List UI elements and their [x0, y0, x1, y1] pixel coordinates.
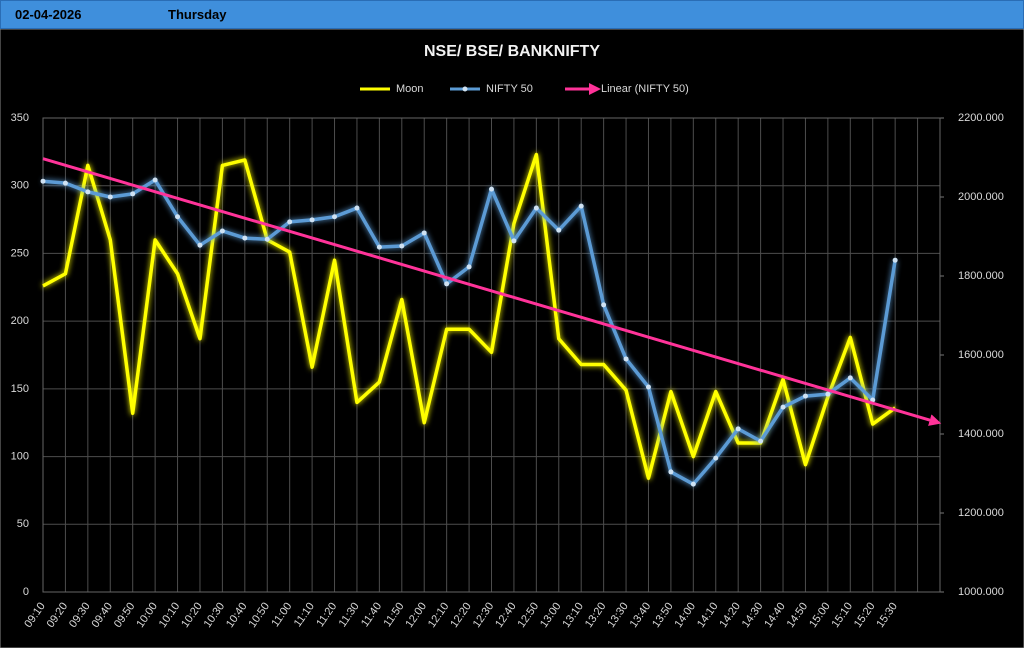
y2-tick-label: 1400.000 — [958, 428, 1004, 440]
marker — [847, 375, 853, 381]
chart: NSE/ BSE/ BANKNIFTY 0 50 100 150 200 250 300 35… — [0, 29, 1024, 648]
marker — [735, 426, 741, 432]
marker — [802, 393, 808, 399]
marker — [892, 257, 898, 263]
y-tick-label: 300 — [11, 180, 29, 192]
y2-tick-label: 2000.000 — [958, 191, 1004, 203]
day: Thursday — [168, 7, 227, 22]
marker — [870, 397, 876, 403]
series-line — [42, 152, 897, 480]
y-tick-label: 200 — [11, 315, 29, 327]
marker — [130, 191, 136, 197]
marker — [62, 180, 68, 186]
chart-title: NSE/ BSE/ BANKNIFTY — [424, 43, 600, 60]
date: 02-04-2026 — [15, 7, 82, 22]
marker — [175, 214, 181, 220]
marker — [354, 205, 360, 211]
marker — [489, 186, 494, 192]
marker — [421, 230, 427, 236]
marker — [264, 236, 270, 242]
marker — [332, 214, 338, 220]
marker — [309, 217, 315, 223]
y-tick-label: 350 — [11, 112, 29, 124]
marker — [40, 178, 46, 184]
y-tick-label: 100 — [11, 450, 29, 462]
marker — [601, 302, 607, 308]
marker — [242, 235, 248, 241]
y2-tick-label: 1600.000 — [958, 349, 1004, 361]
header-bar: 02-04-2026 Thursday — [0, 0, 1024, 29]
legend-label: NIFTY 50 — [486, 83, 533, 95]
y2-tick-label: 2200.000 — [958, 112, 1004, 124]
chart-area — [0, 29, 1024, 648]
marker — [780, 404, 786, 410]
marker — [152, 177, 158, 183]
trendline — [42, 157, 942, 426]
marker — [825, 391, 831, 397]
legend-label: Moon — [396, 83, 424, 95]
marker — [690, 481, 696, 487]
marker — [623, 356, 629, 362]
marker — [578, 203, 584, 209]
marker — [758, 438, 764, 444]
plot-border — [42, 117, 941, 593]
legend-label: Linear (NIFTY 50) — [601, 83, 689, 95]
marker — [533, 205, 539, 211]
marker — [668, 469, 674, 475]
marker — [107, 194, 113, 200]
marker — [376, 244, 382, 250]
marker — [511, 238, 517, 244]
marker — [219, 228, 225, 234]
marker — [713, 455, 719, 461]
y-tick-label: 250 — [11, 247, 29, 259]
legend-marker — [462, 86, 468, 92]
y2-tick-label: 1800.000 — [958, 270, 1004, 282]
marker — [85, 189, 91, 195]
marker — [399, 243, 405, 249]
y2-tick-label: 1000.000 — [958, 586, 1004, 598]
marker — [645, 384, 651, 390]
marker — [556, 227, 562, 233]
marker — [444, 281, 450, 287]
y-tick-label: 0 — [23, 586, 29, 598]
marker — [287, 219, 293, 225]
y-tick-label: 50 — [17, 518, 29, 530]
y2-tick-label: 1200.000 — [958, 507, 1004, 519]
marker — [466, 264, 472, 270]
marker — [197, 242, 203, 248]
y-tick-label: 150 — [11, 383, 29, 395]
